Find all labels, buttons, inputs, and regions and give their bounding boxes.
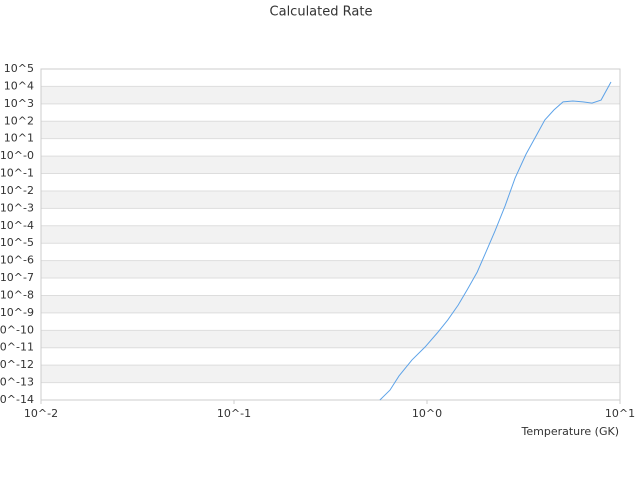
y-tick-label: 10^-13	[0, 376, 34, 389]
grid-band	[41, 121, 620, 139]
x-tick-label: 10^-2	[24, 407, 58, 420]
x-tick-label: 10^0	[412, 407, 442, 420]
y-tick-label: 10^4	[4, 79, 34, 92]
grid-band	[41, 156, 620, 174]
data-line	[379, 81, 612, 401]
x-axis-label: Temperature (GK)	[521, 425, 620, 438]
y-tick-label: 10^-1	[0, 167, 34, 180]
grid-band	[41, 225, 620, 244]
grid-band	[41, 330, 620, 348]
plot-frame	[40, 68, 621, 401]
y-tick-label: 10^5	[4, 62, 34, 75]
y-tick-label: 10^-6	[0, 254, 34, 267]
y-tick-label: 10^-4	[0, 219, 34, 232]
y-tick-label: 10^-12	[0, 358, 34, 371]
x-tick-label: 10^-1	[217, 407, 251, 420]
y-tick-label: 10^-8	[0, 288, 34, 301]
y-tick-label: 10^-10	[0, 323, 34, 336]
chart-title: Calculated Rate	[270, 5, 373, 20]
y-tick-label: 10^-2	[0, 184, 34, 197]
grid-band	[41, 190, 620, 209]
y-tick-label: 10^2	[4, 114, 34, 127]
grid-band	[41, 295, 620, 313]
x-tick-label: 10^1	[605, 407, 635, 420]
y-tick-label: 10^-11	[0, 341, 34, 354]
y-tick-label: 10^-9	[0, 306, 34, 319]
y-tick-label: 10^-0	[0, 149, 34, 162]
y-tick-label: 10^-7	[0, 271, 34, 284]
y-tick-label: 10^-14	[0, 393, 34, 406]
y-tick-label: 10^-5	[0, 236, 34, 249]
grid-band	[41, 260, 620, 279]
y-tick-label: 10^1	[4, 132, 34, 145]
y-tick-label: 10^-3	[0, 201, 34, 214]
grid-band	[41, 365, 620, 383]
y-tick-label: 10^3	[4, 97, 34, 110]
grid-band	[41, 86, 620, 104]
